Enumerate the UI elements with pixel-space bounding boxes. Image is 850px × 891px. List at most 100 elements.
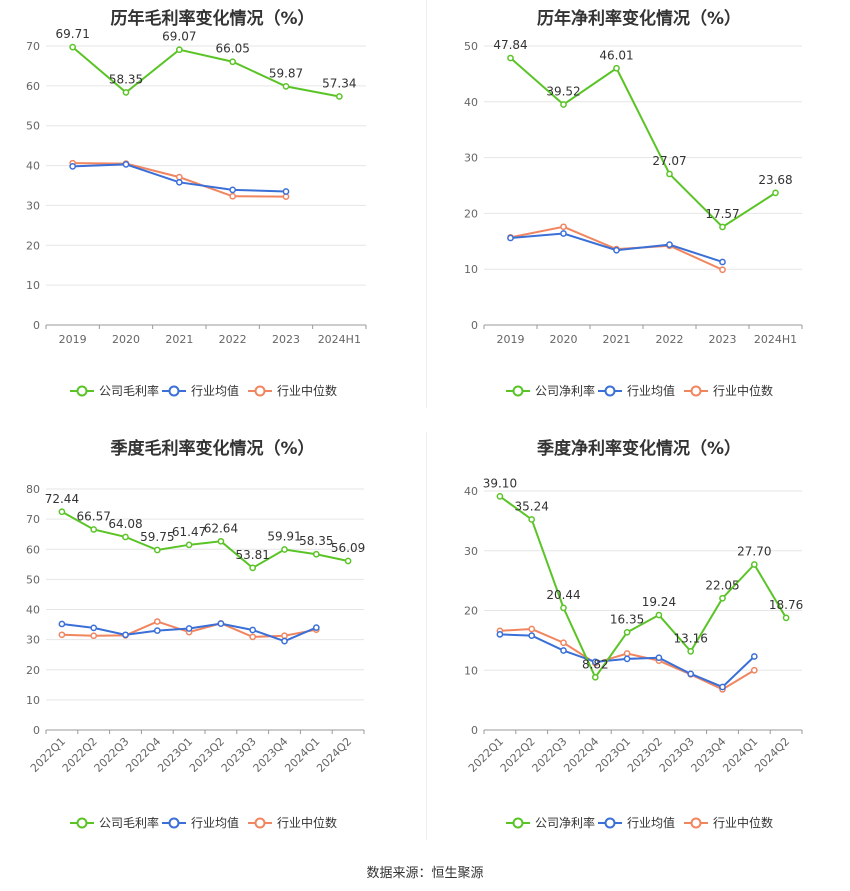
legend-item-industry-median: 行业中位数 (684, 383, 773, 398)
vertical-divider (426, 432, 427, 840)
industry-mean-point (623, 655, 631, 663)
data-label: 19.24 (642, 595, 676, 609)
legend-label: 行业中位数 (713, 383, 773, 398)
y-tick-label: 40 (464, 485, 478, 498)
industry-median-point (90, 632, 98, 640)
y-tick-label: 10 (26, 279, 40, 292)
company-data-point (312, 550, 320, 558)
y-tick-label: 30 (26, 634, 40, 647)
data-source-label: 数据来源：恒生聚源 (366, 866, 484, 881)
legend-label: 公司净利率 (535, 383, 595, 398)
vertical-divider (426, 0, 427, 408)
x-tick-label: 2024Q2 (752, 735, 792, 775)
legend-label: 行业中位数 (277, 383, 337, 398)
industry-median-point (528, 625, 536, 633)
company-data-point (249, 564, 257, 572)
y-tick-label: 40 (26, 160, 40, 173)
data-label: 27.07 (652, 154, 686, 168)
chart-panel-annual-net: 历年净利率变化情况（%） 0 10 20 30 40 50 2019 2020 2021 2022… (428, 0, 850, 410)
company-data-point (655, 611, 663, 619)
company-data-point (496, 493, 504, 500)
chart-panel-annual-gross: 历年毛利率变化情况（%） 0 10 20 30 40 50 60 70 2019 2020 2021… (0, 0, 425, 410)
company-data-point (666, 170, 673, 178)
x-tick-label: 2023 (709, 333, 737, 346)
x-tick-label: 2019 (497, 333, 525, 346)
data-label: 13.16 (674, 631, 708, 645)
data-label: 35.24 (515, 499, 549, 513)
legend-label: 公司毛利率 (99, 815, 159, 830)
x-tick-label: 2022 (656, 333, 684, 346)
company-data-point (335, 93, 343, 100)
data-label: 72.44 (45, 492, 79, 506)
industry-mean-point (90, 624, 98, 632)
y-tick-label: 30 (464, 152, 478, 165)
industry-mean-point (591, 658, 599, 666)
industry-mean-point (687, 670, 695, 678)
industry-mean-point (655, 654, 663, 662)
data-label: 46.01 (599, 48, 633, 62)
company-series-line (72, 46, 340, 98)
company-data-point (719, 223, 726, 231)
legend-item-industry-median: 行业中位数 (248, 383, 337, 398)
industry-median-point (282, 193, 290, 201)
company-series-line (499, 495, 787, 680)
company-data-point (185, 541, 193, 549)
data-label: 59.87 (269, 66, 303, 80)
legend-item-industry-mean: 行业均值 (598, 815, 675, 830)
legend-marker-icon (168, 817, 180, 829)
company-data-point (782, 614, 790, 622)
company-data-point (687, 648, 695, 655)
legend-label: 公司净利率 (535, 815, 595, 830)
company-series-line (509, 57, 777, 229)
data-label: 39.52 (546, 84, 580, 98)
y-tick-label: 0 (33, 724, 40, 737)
y-tick-label: 60 (26, 80, 40, 93)
legend-marker-icon (690, 385, 702, 397)
x-tick-label: 2022 (219, 333, 247, 346)
x-tick-label: 2021 (165, 333, 193, 346)
industry-mean-point (719, 683, 726, 691)
industry-median-point (153, 618, 161, 625)
company-data-point (623, 628, 631, 636)
company-data-point (217, 537, 225, 545)
x-tick-label: 2023 (272, 333, 300, 346)
company-data-point (613, 64, 620, 72)
chart-title: 历年毛利率变化情况（%） (110, 9, 315, 29)
y-tick-label: 80 (26, 483, 40, 496)
industry-median-point (560, 223, 567, 231)
industry-mean-point (122, 161, 130, 168)
legend-item-industry-mean: 行业均值 (598, 383, 675, 398)
chart-panel-quarterly-net: 季度净利率变化情况（%） 0 10 20 30 40 2022Q1 2022Q2 2022Q3… (428, 430, 850, 855)
data-label: 58.35 (299, 534, 333, 548)
chart-title: 季度毛利率变化情况（%） (110, 439, 315, 459)
legend-marker-icon (254, 385, 266, 397)
y-tick-label: 20 (464, 207, 478, 220)
industry-median-point (58, 631, 66, 639)
industry-mean-point (719, 258, 726, 266)
company-series-line (61, 510, 349, 570)
data-label: 62.64 (204, 521, 238, 535)
industry-median-point (249, 633, 257, 641)
y-tick-label: 70 (26, 513, 40, 526)
data-label: 69.71 (55, 27, 89, 41)
industry-mean-point (528, 632, 536, 639)
data-label: 64.08 (108, 517, 142, 531)
industry-mean-point (496, 631, 504, 638)
industry-mean-point (560, 647, 567, 654)
legend-marker-icon (604, 385, 616, 397)
industry-median-point (175, 173, 183, 181)
industry-mean-point (560, 230, 567, 237)
legend-item-company: 公司毛利率 (70, 383, 159, 398)
industry-mean-point (750, 653, 758, 660)
industry-mean-point (217, 620, 225, 628)
industry-mean-point (69, 163, 77, 170)
data-label: 8.82 (582, 657, 609, 671)
data-label: 53.81 (236, 548, 270, 562)
company-data-point (719, 594, 726, 602)
company-data-point (90, 526, 98, 533)
legend-item-company: 公司毛利率 (70, 815, 159, 830)
chart-title: 季度净利率变化情况（%） (536, 439, 742, 459)
y-tick-label: 50 (464, 40, 478, 53)
data-label: 59.75 (140, 530, 174, 544)
data-label: 18.76 (769, 598, 803, 612)
